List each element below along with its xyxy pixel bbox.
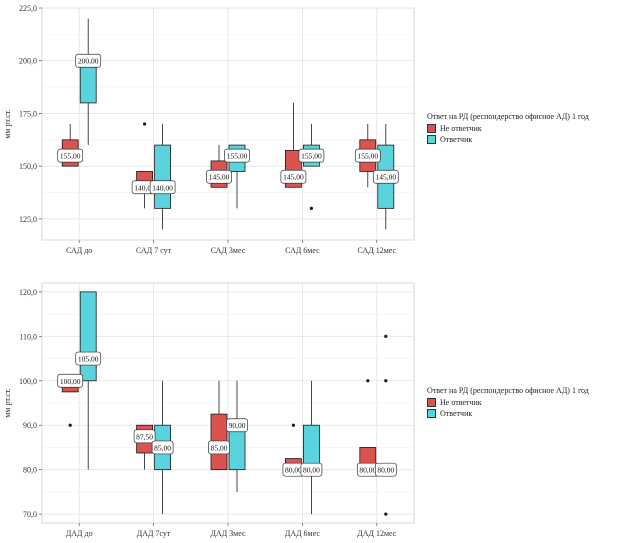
outlier-point bbox=[291, 423, 295, 427]
outlier-point bbox=[366, 379, 370, 383]
data-label: 80,00 bbox=[377, 466, 394, 475]
data-label-box bbox=[75, 53, 102, 68]
data-label: 80,00 bbox=[285, 466, 302, 475]
x-tick-label: САД до bbox=[66, 246, 92, 255]
x-tick-label: ДАД 7сут bbox=[137, 529, 171, 538]
legend-top: Ответ на РД (респондерство офисное АД) 1… bbox=[427, 112, 589, 146]
data-label: 87,50 bbox=[136, 432, 153, 441]
outlier-point bbox=[143, 122, 147, 126]
legend-title: Ответ на РД (респондерство офисное АД) 1… bbox=[427, 112, 589, 121]
outlier-point bbox=[68, 423, 72, 427]
data-label-box bbox=[149, 180, 176, 195]
data-label-box bbox=[57, 373, 84, 388]
data-label: 145,00 bbox=[283, 173, 304, 182]
data-label-box bbox=[133, 429, 156, 444]
legend-swatch-responder bbox=[427, 135, 436, 144]
x-tick-label: САД 7 сут bbox=[136, 246, 172, 255]
data-label-box bbox=[354, 148, 381, 163]
y-tick-label: 120,0 bbox=[19, 288, 37, 297]
y-tick-label: 125,0 bbox=[19, 215, 37, 224]
data-label: 140,00 bbox=[152, 183, 173, 192]
outlier-point bbox=[384, 512, 388, 516]
data-label: 105,00 bbox=[78, 355, 99, 364]
legend-label: Не ответчик bbox=[440, 398, 482, 407]
legend-item-responder: Ответчик bbox=[427, 409, 589, 418]
data-label-box bbox=[151, 440, 174, 455]
y-axis-label: мм рт.ст. bbox=[3, 388, 12, 417]
data-label: 140,00 bbox=[134, 183, 155, 192]
data-label: 90,00 bbox=[229, 421, 246, 430]
data-label-box bbox=[208, 440, 230, 455]
data-label: 100,00 bbox=[60, 377, 81, 386]
outlier-point bbox=[309, 206, 313, 210]
x-tick-label: ДАД 3мес bbox=[210, 529, 246, 538]
legend-item-non-responder: Не ответчик bbox=[427, 124, 589, 133]
data-label-box bbox=[226, 418, 248, 433]
legend-label: Не ответчик bbox=[440, 124, 482, 133]
data-label-box bbox=[206, 169, 232, 184]
y-tick-label: 225,0 bbox=[19, 4, 37, 13]
y-tick-label: 100,0 bbox=[19, 377, 37, 386]
outlier-point bbox=[384, 334, 388, 338]
y-tick-label: 175,0 bbox=[19, 109, 37, 118]
x-tick-label: САД 12мес bbox=[358, 246, 397, 255]
box bbox=[154, 144, 172, 209]
data-label-box bbox=[280, 169, 307, 184]
y-tick-label: 200,0 bbox=[19, 57, 37, 66]
data-label: 145,00 bbox=[375, 173, 396, 182]
y-tick-label: 70,0 bbox=[23, 510, 37, 519]
x-tick-label: ДАД 6мес bbox=[285, 529, 321, 538]
sbp-boxplot-panel: 125,0 150,0 175,0 200,0 225,0 САД до САД 7 сут… bbox=[3, 4, 415, 255]
legend-title: Ответ на РД (респондерство офисное АД) 1… bbox=[427, 386, 589, 395]
data-label-box bbox=[372, 169, 399, 184]
data-label-box bbox=[224, 148, 250, 163]
legend-bottom: Ответ на РД (респондерство офисное АД) 1… bbox=[427, 386, 589, 420]
legend-label: Ответчик bbox=[440, 409, 473, 418]
data-label-box bbox=[298, 148, 325, 163]
data-label: 85,00 bbox=[154, 443, 171, 452]
box bbox=[79, 291, 97, 382]
x-tick-label: САД 6мес bbox=[285, 246, 320, 255]
x-tick-label: ДАД 12мес bbox=[357, 529, 397, 538]
data-label-box bbox=[75, 351, 102, 366]
data-label-box bbox=[300, 462, 323, 477]
data-label: 85,00 bbox=[211, 443, 228, 452]
legend-swatch-responder bbox=[427, 409, 436, 418]
dbp-boxplot-panel: 70,0 80,0 90,0 100,0 110,0 120,0 ДАД до ДАД 7су… bbox=[3, 282, 415, 538]
data-label: 155,00 bbox=[301, 152, 322, 161]
y-axis-label: мм рт.ст. bbox=[3, 109, 12, 138]
data-label: 80,00 bbox=[359, 466, 376, 475]
y-tick-label: 80,0 bbox=[23, 466, 37, 475]
data-label-box bbox=[374, 462, 397, 477]
y-tick-label: 90,0 bbox=[23, 421, 37, 430]
y-tick-label: 150,0 bbox=[19, 162, 37, 171]
data-label-box bbox=[57, 148, 84, 163]
y-tick-label: 110,0 bbox=[19, 332, 37, 341]
data-label: 145,00 bbox=[209, 173, 230, 182]
data-label: 155,00 bbox=[227, 152, 248, 161]
data-label: 155,00 bbox=[357, 152, 378, 161]
data-label: 155,00 bbox=[60, 152, 81, 161]
data-label: 200,00 bbox=[78, 57, 99, 66]
outlier-point bbox=[384, 379, 388, 383]
legend-swatch-non-responder bbox=[427, 124, 436, 133]
x-tick-label: САД 3мес bbox=[211, 246, 246, 255]
legend-swatch-non-responder bbox=[427, 398, 436, 407]
legend-label: Ответчик bbox=[440, 135, 473, 144]
legend-item-responder: Ответчик bbox=[427, 135, 589, 144]
legend-item-non-responder: Не ответчик bbox=[427, 398, 589, 407]
data-label: 80,00 bbox=[303, 466, 320, 475]
x-tick-label: ДАД до bbox=[66, 529, 93, 538]
